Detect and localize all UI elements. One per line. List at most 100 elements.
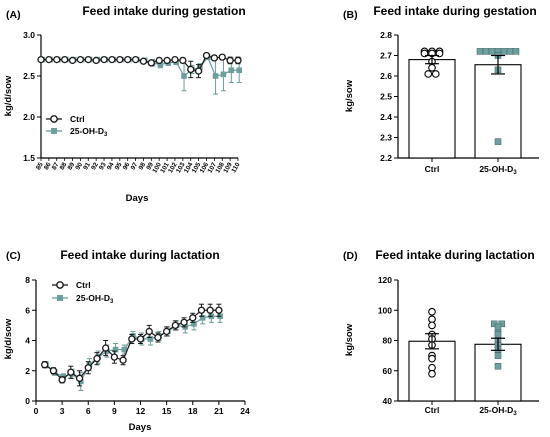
panel-a-xtick-label: 108 bbox=[214, 161, 226, 174]
ctrl-point bbox=[108, 55, 116, 64]
treat-point bbox=[212, 73, 219, 79]
panel-a-xtick-label: 86 bbox=[43, 161, 53, 171]
ctrl-point bbox=[128, 335, 136, 343]
panel-a-xtick-label: 97 bbox=[130, 161, 140, 171]
ctrl-point bbox=[75, 374, 84, 382]
panel-a-xtick-label: 106 bbox=[199, 161, 211, 174]
treat-point bbox=[181, 73, 187, 79]
panel-b-title: Feed intake during gestation bbox=[373, 4, 536, 18]
legend-treat-label: 25-OH-D3 bbox=[76, 293, 114, 305]
panel-a-xtick-label: 110 bbox=[230, 161, 241, 174]
ctrl-point bbox=[145, 327, 153, 336]
treat-point bbox=[494, 323, 502, 331]
panel-c-xtick-label: 24 bbox=[240, 406, 250, 416]
ctrl-point bbox=[197, 306, 206, 314]
panel-d-letter: (D) bbox=[343, 250, 358, 262]
panel-0-ytick-label: 3.0 bbox=[23, 30, 35, 40]
panel-c-legend: Ctrl 25-OH-D3 bbox=[52, 280, 114, 305]
treat-point bbox=[488, 48, 496, 55]
panel-c-xtick-label: 9 bbox=[112, 406, 117, 416]
panel-a-letter: (A) bbox=[6, 9, 21, 21]
legend-ctrl-label: Ctrl bbox=[70, 114, 85, 124]
ctrl-point bbox=[428, 307, 436, 316]
panel-a-xlabel: Days bbox=[126, 193, 149, 204]
panel-a-xtick-label: 103 bbox=[175, 161, 187, 174]
panel-a-legend: Ctrl 25-OH-D3 bbox=[46, 114, 108, 138]
panel-1-ytick-label: 2.7 bbox=[380, 51, 392, 61]
legend-ctrl-marker bbox=[56, 281, 64, 289]
treat-point bbox=[228, 67, 235, 74]
panel-1-ytick-label: 2.4 bbox=[380, 112, 392, 122]
ctrl-point bbox=[76, 55, 85, 64]
ctrl-point bbox=[180, 318, 188, 327]
ctrl-point bbox=[428, 369, 436, 378]
ctrl-point bbox=[119, 356, 127, 364]
ctrl-point bbox=[84, 55, 92, 64]
panel-a-xtick-label: 107 bbox=[207, 161, 219, 174]
panel-d-title: Feed intake during lactation bbox=[375, 248, 534, 262]
ctrl-point bbox=[163, 56, 171, 65]
ctrl-point bbox=[110, 353, 119, 361]
panel-b-letter: (B) bbox=[343, 9, 358, 21]
panel-0-ytick-label: 2.5 bbox=[23, 71, 35, 81]
ctrl-point bbox=[155, 56, 163, 65]
panel-1-ytick-label: 2.8 bbox=[380, 30, 392, 40]
treat-point bbox=[494, 138, 502, 145]
treat-point bbox=[112, 346, 119, 353]
ctrl-point bbox=[45, 55, 53, 64]
treat-point bbox=[512, 48, 520, 55]
ctrl-point bbox=[37, 55, 45, 64]
panel-c-xtick-label: 12 bbox=[136, 406, 146, 416]
panel-2-ytick-label: 4 bbox=[25, 336, 30, 346]
ctrl-point bbox=[102, 344, 110, 352]
ctrl-point bbox=[93, 354, 101, 363]
ctrl-point bbox=[58, 376, 66, 384]
ctrl-point bbox=[234, 56, 242, 65]
panel-2-ytick-label: 8 bbox=[25, 275, 30, 285]
panel-3-ytick-label: 40 bbox=[383, 396, 393, 406]
ctrl-point bbox=[136, 335, 145, 343]
ctrl-point bbox=[194, 67, 203, 75]
panel-a-xtick-label: 93 bbox=[98, 161, 108, 171]
panel-c-xtick-label: 0 bbox=[34, 406, 39, 416]
ctrl-point bbox=[171, 321, 179, 330]
panel-a-xtick-label: 91 bbox=[82, 161, 92, 171]
treat-point bbox=[494, 331, 502, 338]
panel-1-ytick-label: 2.5 bbox=[380, 92, 392, 102]
treat-point bbox=[199, 315, 206, 321]
panel-c-xtick-label: 6 bbox=[86, 406, 91, 416]
ctrl-point bbox=[131, 55, 140, 64]
panel-c-ylabel: kg/d/sow bbox=[3, 318, 14, 359]
panel-c-xtick-label: 15 bbox=[162, 406, 172, 416]
ctrl-point bbox=[124, 55, 132, 64]
ctrl-point bbox=[92, 56, 100, 65]
panel-1-ytick-label: 2.6 bbox=[380, 71, 392, 81]
panel-d: (D) Feed intake during lactation kg/sow … bbox=[343, 248, 539, 417]
treat-point bbox=[157, 61, 164, 68]
panel-d-cat-ctrl: Ctrl bbox=[425, 405, 440, 415]
panel-a-title: Feed intake during gestation bbox=[82, 4, 245, 18]
treat-point bbox=[482, 48, 490, 55]
ctrl-point bbox=[154, 333, 162, 342]
treat-point bbox=[121, 346, 128, 353]
ctrl-point bbox=[206, 306, 214, 314]
panel-a: (A) Feed intake during gestation kg/d/so… bbox=[3, 4, 246, 204]
treat-point bbox=[506, 48, 514, 55]
panel-a-xtick-label: 102 bbox=[167, 161, 179, 174]
panel-3-ytick-label: 100 bbox=[378, 305, 392, 315]
legend-treat-marker bbox=[57, 295, 63, 301]
panel-a-xtick-label: 98 bbox=[137, 161, 147, 171]
panel-b: (B) Feed intake during gestation kg/sow … bbox=[343, 4, 539, 176]
ctrl-point bbox=[215, 306, 223, 314]
treat-point bbox=[500, 48, 508, 55]
panel-a-xtick-label: 92 bbox=[90, 161, 100, 171]
panel-a-xtick-label: 96 bbox=[122, 161, 132, 171]
panel-c-letter: (C) bbox=[6, 250, 21, 262]
panel-a-xtick-label: 95 bbox=[114, 161, 124, 171]
ctrl-point bbox=[428, 63, 436, 72]
ctrl-point bbox=[424, 70, 433, 78]
panel-a-xtick-label: 99 bbox=[145, 161, 155, 171]
ctrl-point bbox=[68, 56, 77, 65]
ctrl-point bbox=[431, 70, 440, 78]
